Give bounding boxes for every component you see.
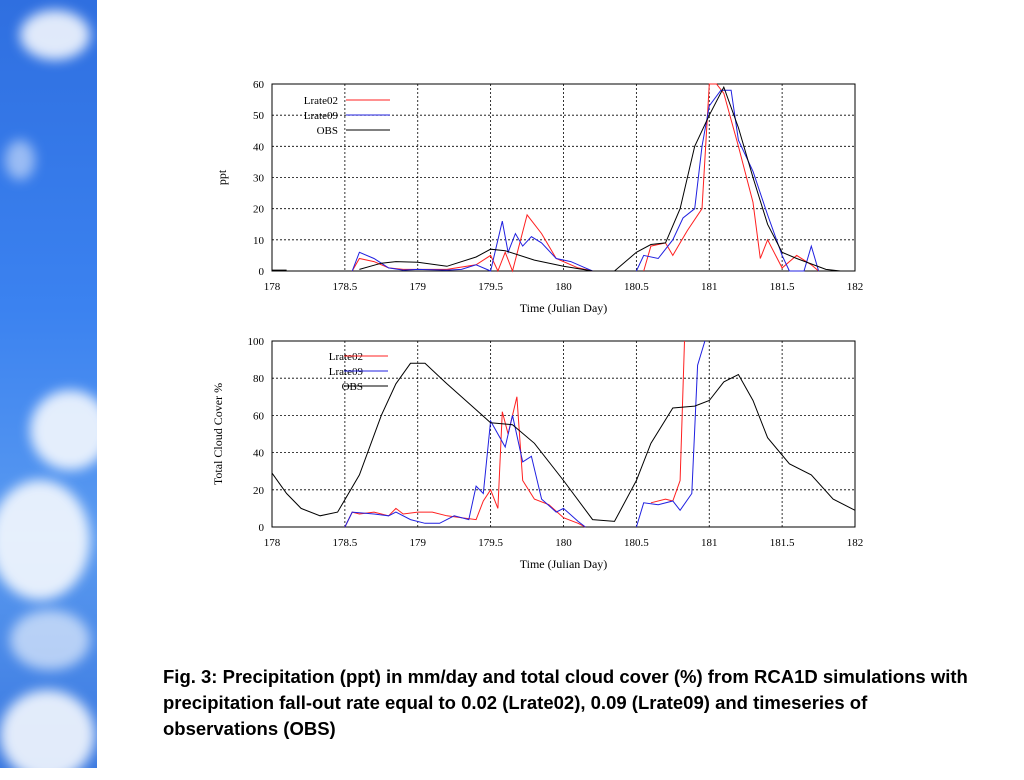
chart-2: 178 178.5 179 179.5 180 180.5 181 181.5 182 0 20 40…: [211, 336, 863, 571]
legend-label: OBS: [342, 381, 363, 393]
y-axis-label: Total Cloud Cover %: [211, 383, 225, 485]
y-tick-label: 0: [259, 266, 265, 278]
x-tick-label: 180.5: [624, 537, 649, 549]
y-tick-label: 60: [253, 79, 265, 91]
y-tick-label: 60: [253, 410, 265, 422]
y-tick-label: 80: [253, 373, 265, 385]
x-tick-label: 179: [410, 537, 427, 549]
y-tick-label: 10: [253, 235, 265, 247]
x-tick-label: 179: [410, 281, 427, 293]
y-tick-label: 20: [253, 485, 265, 497]
series-line-obs: [272, 85, 841, 272]
x-tick-label: 181: [701, 281, 718, 293]
x-tick-label: 181.5: [770, 537, 795, 549]
x-tick-label: 178.5: [333, 281, 358, 293]
legend-label: OBS: [317, 125, 338, 137]
legend-label: Lrate09: [304, 110, 339, 122]
figure-caption: Fig. 3: Precipitation (ppt) in mm/day an…: [163, 666, 968, 739]
x-tick-label: 182: [847, 281, 864, 293]
series-line-lrate02: [351, 83, 819, 273]
series-line-lrate09: [344, 340, 706, 528]
x-tick-label: 180: [555, 537, 572, 549]
x-tick-label: 179.5: [478, 281, 503, 293]
y-tick-label: 100: [248, 336, 265, 348]
x-tick-label: 179.5: [478, 537, 503, 549]
y-tick-label: 50: [253, 110, 265, 122]
x-axis-label: Time (Julian Day): [520, 557, 608, 571]
legend-label: Lrate02: [329, 351, 363, 363]
chart-1: 178 178.5 179 179.5 180 180.5 181 181.5 182 0 10 20…: [215, 79, 863, 315]
legend-label: Lrate09: [329, 366, 364, 378]
y-tick-label: 40: [253, 141, 265, 153]
x-tick-label: 178.5: [333, 537, 358, 549]
y-tick-label: 40: [253, 448, 265, 460]
x-tick-label: 181: [701, 537, 718, 549]
y-tick-label: 0: [259, 522, 265, 534]
x-axis-label: Time (Julian Day): [520, 301, 608, 315]
series-line-obs: [271, 362, 856, 522]
y-tick-label: 20: [253, 204, 265, 216]
x-tick-label: 178: [264, 537, 281, 549]
x-tick-label: 178: [264, 281, 281, 293]
x-tick-label: 181.5: [770, 281, 795, 293]
series-line-lrate09: [351, 89, 820, 272]
x-tick-label: 180.5: [624, 281, 649, 293]
x-tick-label: 182: [847, 537, 864, 549]
x-tick-label: 180: [555, 281, 572, 293]
legend-label: Lrate02: [304, 95, 338, 107]
y-axis-label: ppt: [215, 169, 229, 185]
sky-background-image: [0, 0, 110, 780]
y-tick-label: 30: [253, 173, 265, 185]
